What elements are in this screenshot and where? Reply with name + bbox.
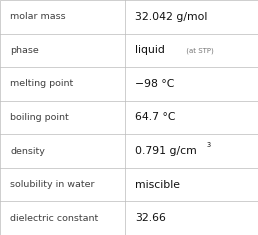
Text: −98 °C: −98 °C [135,79,175,89]
Text: 32.042 g/mol: 32.042 g/mol [135,12,208,22]
Text: solubility in water: solubility in water [10,180,95,189]
Text: 3: 3 [206,142,211,148]
Text: liquid: liquid [135,45,165,55]
Text: (at STP): (at STP) [184,47,214,54]
Text: 0.791 g/cm: 0.791 g/cm [135,146,197,156]
Text: dielectric constant: dielectric constant [10,214,99,223]
Text: miscible: miscible [135,180,180,190]
Text: phase: phase [10,46,39,55]
Text: 32.66: 32.66 [135,213,166,223]
Text: boiling point: boiling point [10,113,69,122]
Text: 64.7 °C: 64.7 °C [135,113,176,122]
Text: molar mass: molar mass [10,12,66,21]
Text: density: density [10,147,45,156]
Text: melting point: melting point [10,79,74,88]
